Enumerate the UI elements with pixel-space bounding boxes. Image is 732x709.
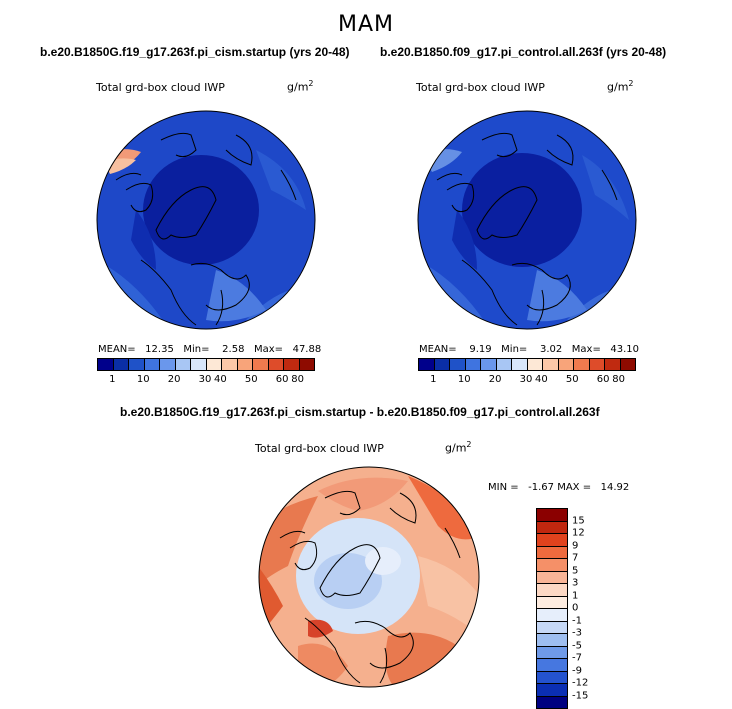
colorbar-tick-label: -1: [572, 615, 582, 626]
left-colorbar-labels: 1 10 20 30 40 50 60 80: [97, 374, 313, 388]
colorbar-tick-label: 30: [198, 374, 212, 385]
colorbar-swatch: [537, 634, 567, 647]
colorbar-tick-label: 1: [572, 590, 579, 601]
colorbar-swatch: [450, 359, 466, 370]
colorbar-swatch: [537, 609, 567, 622]
colorbar-swatch: [558, 359, 574, 370]
colorbar-tick-label: -3: [572, 627, 582, 639]
colorbar-swatch: [537, 559, 567, 572]
colorbar-swatch: [284, 359, 300, 370]
colorbar-swatch: [481, 359, 497, 370]
colorbar-swatch: [496, 359, 512, 370]
colorbar-tick-label: 10: [136, 374, 150, 385]
diff-variable-label: Total grd-box cloud IWP: [255, 442, 384, 455]
colorbar-swatch: [537, 546, 567, 559]
colorbar-tick-label: 60: [275, 374, 289, 385]
colorbar-swatch: [589, 359, 605, 370]
colorbar-tick-label: 9: [572, 540, 579, 551]
right-polar-low: [462, 153, 582, 267]
right-colorbar-labels: 1 10 20 30 40 50 60 80: [418, 374, 634, 388]
colorbar-tick-label: 5: [572, 565, 579, 576]
colorbar-swatch: [113, 359, 129, 370]
colorbar-swatch: [537, 509, 567, 522]
colorbar-tick-label: 0: [572, 602, 579, 614]
colorbar-tick-label: 1: [430, 374, 437, 385]
colorbar-swatch: [527, 359, 543, 370]
colorbar-tick-label: 80: [291, 374, 305, 385]
colorbar-swatch: [537, 584, 567, 597]
right-case-title: b.e20.B1850.f09_g17.pi_control.all.263f …: [380, 45, 667, 59]
colorbar-tick-label: 50: [565, 374, 579, 385]
colorbar-swatch: [222, 359, 238, 370]
colorbar-swatch: [620, 359, 635, 370]
colorbar-tick-label: -5: [572, 640, 582, 651]
colorbar-swatch: [512, 359, 528, 370]
right-units-label: g/m2: [607, 79, 634, 94]
colorbar-tick-label: 50: [244, 374, 258, 385]
colorbar-swatch: [574, 359, 590, 370]
left-stats: MEAN= 12.35 Min= 2.58 Max= 47.88: [98, 344, 322, 355]
colorbar-swatch: [537, 671, 567, 684]
colorbar-tick-label: 10: [457, 374, 471, 385]
colorbar-swatch: [537, 596, 567, 609]
colorbar-swatch: [537, 521, 567, 534]
colorbar-swatch: [191, 359, 207, 370]
colorbar-swatch: [537, 534, 567, 547]
colorbar-tick-label: 20: [167, 374, 181, 385]
colorbar-swatch: [543, 359, 559, 370]
colorbar-swatch: [434, 359, 450, 370]
colorbar-swatch: [537, 646, 567, 659]
diff-colorbar-labels: 15 12 9 7 5 3 1 0 -1 -3 -5 -7 -9 -12 -15: [572, 508, 612, 708]
colorbar-tick-label: 30: [519, 374, 533, 385]
right-stats: MEAN= 9.19 Min= 3.02 Max= 43.10: [419, 344, 640, 355]
colorbar-swatch: [129, 359, 145, 370]
colorbar-tick-label: 15: [572, 515, 585, 526]
colorbar-swatch: [605, 359, 621, 370]
colorbar-tick-label: 12: [572, 527, 585, 539]
colorbar-swatch: [537, 571, 567, 584]
left-colorbar: [97, 358, 315, 371]
colorbar-swatch: [465, 359, 481, 370]
diff-stats: MIN = -1.67 MAX = 14.92: [488, 482, 630, 493]
colorbar-tick-label: 40: [213, 374, 227, 385]
colorbar-swatch: [419, 359, 435, 370]
diff-units-label: g/m2: [445, 440, 472, 455]
colorbar-tick-label: -9: [572, 665, 582, 676]
colorbar-tick-label: 3: [572, 577, 579, 589]
colorbar-swatch: [537, 684, 567, 697]
colorbar-swatch: [160, 359, 176, 370]
right-colorbar: [418, 358, 636, 371]
colorbar-swatch: [237, 359, 253, 370]
colorbar-swatch: [98, 359, 114, 370]
diff-colorbar: [536, 508, 568, 709]
colorbar-swatch: [253, 359, 269, 370]
left-polar-map: [96, 110, 316, 330]
left-units-label: g/m2: [287, 79, 314, 94]
colorbar-swatch: [537, 659, 567, 672]
colorbar-swatch: [268, 359, 284, 370]
colorbar-tick-label: 1: [109, 374, 116, 385]
colorbar-tick-label: 60: [596, 374, 610, 385]
colorbar-tick-label: -12: [572, 677, 589, 689]
colorbar-tick-label: 40: [534, 374, 548, 385]
left-polar-low: [143, 155, 259, 265]
left-variable-label: Total grd-box cloud IWP: [96, 81, 225, 94]
diff-case-title: b.e20.B1850G.f19_g17.263f.pi_cism.startu…: [120, 405, 600, 419]
colorbar-swatch: [206, 359, 222, 370]
colorbar-swatch: [537, 621, 567, 634]
right-variable-label: Total grd-box cloud IWP: [416, 81, 545, 94]
colorbar-swatch: [537, 696, 567, 708]
colorbar-tick-label: 7: [572, 552, 579, 564]
colorbar-swatch: [175, 359, 191, 370]
colorbar-tick-label: 20: [488, 374, 502, 385]
colorbar-swatch: [299, 359, 314, 370]
diff-polar-map: [258, 466, 480, 688]
colorbar-swatch: [144, 359, 160, 370]
season-title: MAM: [337, 12, 394, 37]
colorbar-tick-label: -7: [572, 652, 582, 664]
left-case-title: b.e20.B1850G.f19_g17.263f.pi_cism.startu…: [40, 45, 350, 59]
right-polar-map: [417, 110, 637, 330]
colorbar-tick-label: 80: [612, 374, 626, 385]
